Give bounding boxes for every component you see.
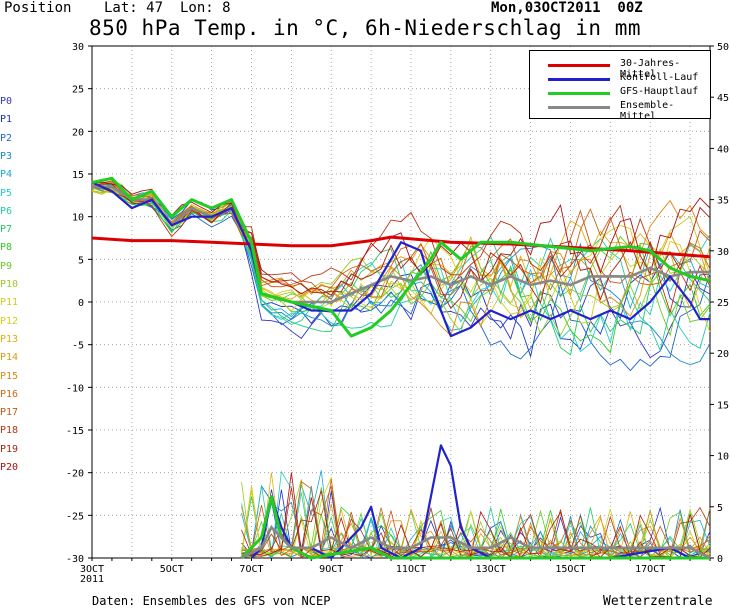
- member-label: P17: [0, 407, 19, 419]
- legend-swatch: [548, 106, 610, 109]
- y-left-tick-label: -25: [66, 511, 84, 522]
- member-label: P3: [0, 150, 13, 162]
- position-label: Position: [4, 0, 72, 16]
- y-right-tick-label: 35: [717, 196, 729, 207]
- y-right-tick-label: 50: [717, 42, 729, 53]
- legend-label: GFS-Hauptlauf: [620, 86, 699, 97]
- y-right-tick-label: 45: [717, 93, 729, 104]
- member-temperature-line: [91, 182, 711, 314]
- member-temperature-line: [91, 181, 711, 296]
- member-label: P18: [0, 425, 19, 437]
- precipitation-series-ensemble-mittel: [240, 525, 711, 560]
- y-right-tick-label: 5: [717, 503, 723, 514]
- x-tick-label: 9OCT: [319, 564, 343, 575]
- y-left-tick-label: -15: [66, 426, 84, 437]
- member-label: P6: [0, 205, 13, 217]
- legend-swatch: [548, 78, 610, 81]
- y-left-tick-label: 5: [78, 255, 84, 266]
- temperature-series-gfs-hauptlauf: [91, 176, 711, 338]
- member-label: P5: [0, 187, 13, 199]
- y-left-tick-label: -20: [66, 469, 84, 480]
- brand-label: Wetterzentrale: [603, 594, 713, 609]
- member-temperature-line: [91, 186, 711, 293]
- member-label: P11: [0, 297, 19, 309]
- x-tick-label: 13OCT: [476, 564, 506, 575]
- x-tick-label: 11OCT: [396, 564, 426, 575]
- y-left-tick-label: 25: [72, 85, 84, 96]
- legend-item-kontroll-lauf: Kontroll-Lauf: [530, 72, 710, 86]
- member-label: P16: [0, 388, 19, 400]
- y-left-tick-label: 0: [78, 298, 84, 309]
- y-right-tick-label: 10: [717, 452, 729, 463]
- member-temperature-line: [91, 188, 711, 332]
- y-right-tick-label: 40: [717, 144, 729, 155]
- x-tick-label: 7OCT: [239, 564, 263, 575]
- y-left-tick-label: 10: [72, 213, 84, 224]
- x-tick-label: 5OCT: [160, 564, 184, 575]
- member-label: P15: [0, 370, 19, 382]
- member-label: P13: [0, 333, 19, 345]
- member-temperature-line: [91, 187, 711, 310]
- member-label: P9: [0, 260, 13, 272]
- member-label: P0: [0, 96, 13, 107]
- y-left-tick-label: 20: [72, 127, 84, 138]
- y-right-tick-label: 25: [717, 298, 729, 309]
- legend-item-ensemble-mittel: Ensemble-Mittel: [530, 100, 710, 122]
- member-label: P8: [0, 242, 13, 254]
- y-right-tick-label: 30: [717, 247, 729, 258]
- member-label: P4: [0, 169, 13, 181]
- precipitation-series-gfs-hauptlauf: [240, 495, 710, 560]
- chart-title: 850 hPa Temp. in °C, 6h-Niederschlag in …: [88, 16, 641, 40]
- member-label: P12: [0, 315, 19, 327]
- y-right-tick-label: 20: [717, 349, 729, 360]
- y-left-tick-label: -10: [66, 383, 84, 394]
- y-left-tick-label: -30: [66, 554, 84, 565]
- member-label: P14: [0, 352, 19, 364]
- legend-swatch: [548, 92, 610, 95]
- member-label: P20: [0, 462, 19, 473]
- x-tick-label: 17OCT: [635, 564, 665, 575]
- longitude-label: Lon: 8: [180, 0, 231, 16]
- member-label: P10: [0, 279, 19, 290]
- data-source-label: Daten: Ensembles des GFS von NCEP: [92, 594, 331, 608]
- legend-label: Kontroll-Lauf: [620, 72, 699, 83]
- temperature-series-ensemble-mittel: [92, 185, 710, 304]
- x-tick-label: 15OCT: [555, 564, 585, 575]
- legend-item-gfs-hauptlauf: GFS-Hauptlauf: [530, 86, 710, 100]
- y-left-tick-label: -5: [72, 341, 84, 352]
- member-precipitation-line: [241, 490, 711, 558]
- member-label: P2: [0, 132, 13, 144]
- member-precipitation-line: [241, 490, 711, 559]
- y-right-tick-label: 15: [717, 400, 729, 411]
- member-label: P1: [0, 114, 13, 126]
- run-date-label: Mon,03OCT2011 00Z: [491, 0, 643, 16]
- latitude-label: Lat: 47: [104, 0, 164, 16]
- x-tick-label: 3OCT: [80, 564, 104, 575]
- y-left-tick-label: 15: [72, 170, 84, 181]
- y-left-tick-label: 30: [72, 42, 84, 53]
- legend-swatch: [548, 64, 610, 67]
- member-label: P19: [0, 443, 19, 455]
- member-label: P7: [0, 224, 13, 236]
- member-temperature-line: [91, 187, 711, 354]
- legend-box: 30-Jahres-Mittel Kontroll-Lauf GFS-Haupt…: [529, 50, 711, 122]
- legend-label: 30-Jahres-Mittel: [620, 58, 681, 80]
- legend-label: Ensemble-Mittel: [620, 100, 675, 122]
- y-right-tick-label: 0: [717, 554, 723, 565]
- legend-item-30-jahres-mittel: 30-Jahres-Mittel: [530, 58, 710, 80]
- x-tick-label: 2011: [80, 574, 104, 585]
